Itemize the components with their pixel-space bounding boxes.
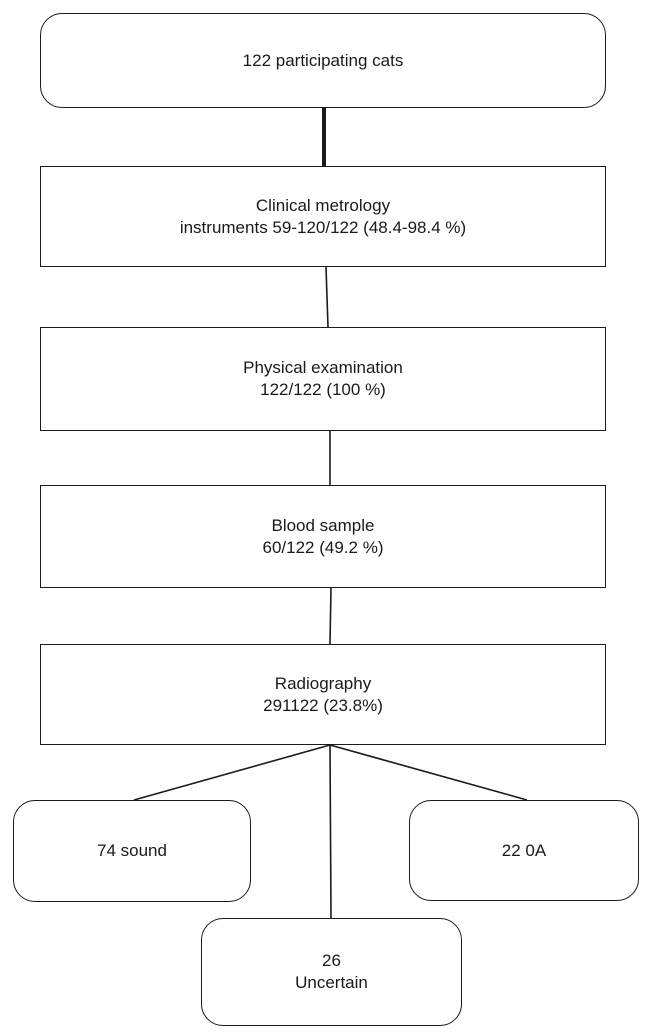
node-sound-text: 74 sound [97,841,167,860]
node-clinical-metrology-title: Clinical metrology [255,195,391,215]
node-blood-sample: Blood sample 60/122 (49.2 %) [40,485,606,588]
node-blood-sample-title: Blood sample [271,515,375,535]
node-physical-examination-count: 122/122 (100 %) [260,380,386,399]
node-radiography: Radiography 291122 (23.8%) [40,644,606,745]
node-clinical-metrology: Clinical metrology instruments 59-120/12… [40,166,606,267]
node-clinical-metrology-count: instruments 59-120/122 (48.4-98.4 %) [179,217,467,237]
connector-radiography-sound [133,744,331,801]
node-oa-text: 22 0A [501,840,547,860]
node-sound: 74 sound [13,800,251,902]
node-uncertain-label: Uncertain [295,973,368,992]
node-uncertain-count: 26 [322,951,341,970]
node-oa: 22 0A [409,800,639,901]
node-participating-cats-text: 122 participating cats [242,50,404,70]
connector-radiography-oa [329,744,528,801]
node-participating-cats: 122 participating cats [40,13,606,108]
node-blood-sample-count: 60/122 (49.2 %) [262,537,384,557]
connector-blood-radiography [329,587,332,645]
node-physical-examination-title: Physical examination [243,358,403,377]
node-radiography-title: Radiography [274,673,372,693]
node-physical-examination: Physical examination 122/122 (100 %) [40,327,606,431]
connector-metrology-physical [325,266,329,328]
node-radiography-count: 291122 (23.8%) [263,695,383,715]
connector-radiography-uncertain [329,744,332,919]
node-uncertain: 26 Uncertain [201,918,462,1026]
